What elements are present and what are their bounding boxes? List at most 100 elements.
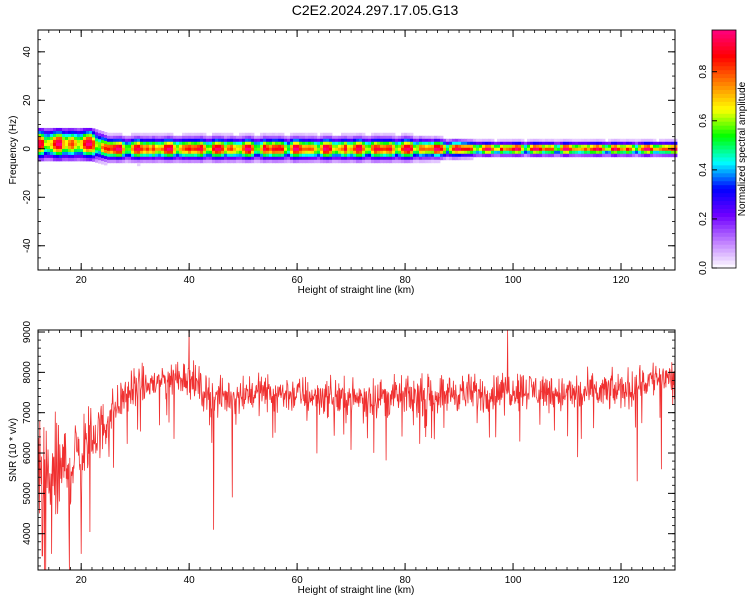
spectrogram-cell [257, 153, 261, 158]
spectrogram-cell [479, 150, 483, 155]
spectrogram-cell [398, 144, 402, 149]
spectrogram-cell [74, 136, 78, 141]
spectrogram-cell [206, 147, 210, 152]
spectrogram-cell [167, 159, 171, 164]
colorbar-segment [712, 33, 736, 39]
spectrogram-cell [425, 141, 429, 146]
spectrogram-cell [98, 142, 102, 146]
spectrogram-cell [245, 141, 249, 146]
spectrogram-cell [224, 147, 228, 152]
spectrogram-cell [65, 157, 69, 162]
spectrogram-cell [188, 159, 192, 164]
spectrogram-cell [62, 154, 66, 159]
spectrogram-cell [575, 150, 579, 155]
spectrogram-cell [674, 147, 678, 152]
spectrogram-cell [410, 159, 414, 164]
spectrogram-cell [101, 140, 105, 144]
y-tick-label: -40 [22, 238, 33, 253]
spectrogram-cell [374, 135, 378, 140]
colorbar-segment [712, 260, 736, 265]
spectrogram-cell [596, 144, 600, 149]
spectrogram-cell [200, 135, 204, 140]
spectrogram-cell [281, 156, 285, 161]
spectrogram-cell [86, 127, 90, 132]
spectrogram-cell [263, 159, 267, 164]
spectrogram-cell [134, 156, 138, 161]
spectrogram-cell [536, 153, 540, 158]
spectrogram-cell [314, 153, 318, 158]
spectrogram-cell [374, 141, 378, 146]
spectrogram-cell [587, 150, 591, 155]
spectrogram-cell [392, 141, 396, 146]
page-title: C2E2.2024.297.17.05.G13 [291, 2, 459, 18]
spectrogram-cell [194, 153, 198, 158]
spectrogram-cell [98, 136, 102, 140]
spectrogram-cell [656, 144, 660, 149]
spectrogram-cell [449, 141, 453, 146]
spectrogram-cell [434, 159, 438, 164]
spectrogram-cell [329, 156, 333, 161]
spectrogram-cell [380, 135, 384, 140]
spectrogram-cell [101, 143, 105, 147]
spectrogram-cell [392, 147, 396, 152]
spectrogram-cell [434, 135, 438, 140]
spectrogram-cell [110, 153, 114, 158]
x-tick-label: 60 [292, 575, 304, 586]
spectrogram-cell [656, 150, 660, 155]
spectrogram-cell [374, 132, 378, 137]
spectrogram-cell [89, 145, 93, 150]
spectrogram-cell [380, 141, 384, 146]
spectrogram-cell [161, 144, 165, 149]
spectrogram-cell [635, 150, 639, 155]
spectrogram-cell [647, 141, 651, 146]
colorbar-segment [712, 160, 736, 166]
spectrogram-cell [227, 132, 231, 137]
spectrogram-cell [527, 144, 531, 149]
spectrogram-cell [158, 141, 162, 146]
spectrogram-cell [611, 144, 615, 149]
spectrogram-cell [293, 153, 297, 158]
spectrogram-cell [71, 145, 75, 150]
spectrogram-cell [467, 141, 471, 146]
spectrogram-cell [68, 127, 72, 132]
spectrogram-cell [215, 132, 219, 137]
spectrogram-cell [206, 150, 210, 155]
spectrogram-cell [437, 147, 441, 152]
spectrogram-cell [86, 157, 90, 162]
spectrogram-cell [341, 156, 345, 161]
spectrogram-cell [56, 127, 60, 132]
spectrogram-cell [668, 138, 672, 143]
spectrogram-cell [470, 156, 474, 161]
spectrogram-cell [119, 156, 123, 161]
spectrogram-cell [92, 131, 96, 135]
spectrogram-cell [134, 144, 138, 149]
spectrogram-cell [431, 135, 435, 140]
spectrogram-cell [431, 153, 435, 158]
spectrogram-cell [224, 141, 228, 146]
spectrogram-cell [122, 156, 126, 161]
spectrogram-cell [116, 147, 120, 152]
spectrogram-cell [329, 135, 333, 140]
spectrogram-cell [152, 150, 156, 155]
spectrogram-cell [506, 153, 510, 158]
spectrogram-cell [77, 139, 81, 144]
spectrogram-cell [71, 148, 75, 153]
spectrogram-cell [539, 144, 543, 149]
spectrogram-cell [482, 147, 486, 152]
spectrogram-cell [641, 138, 645, 143]
spectrogram-cell [308, 138, 312, 143]
spectrogram-cell [176, 138, 180, 143]
spectrogram-cell [104, 155, 108, 160]
spectrogram-cell [401, 159, 405, 164]
spectrogram-cell [608, 138, 612, 143]
spectrogram-cell [350, 144, 354, 149]
spectrogram-cell [479, 141, 483, 146]
spectrogram-cell [266, 147, 270, 152]
spectrogram-cell [590, 150, 594, 155]
spectrogram-cell [416, 153, 420, 158]
spectrogram-cell [431, 144, 435, 149]
spectrogram-cell [77, 157, 81, 162]
spectrogram-cell [125, 138, 129, 143]
spectrogram-cell [344, 159, 348, 164]
spectrogram-cell [404, 150, 408, 155]
